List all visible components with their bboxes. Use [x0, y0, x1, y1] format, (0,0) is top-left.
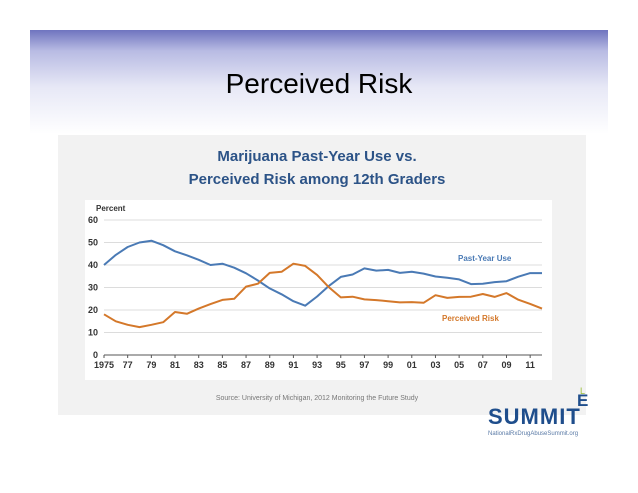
series-label-1: Perceived Risk	[442, 314, 499, 323]
series	[103, 239, 543, 329]
x-tick-label: 89	[265, 360, 275, 370]
x-tick-label: 07	[478, 360, 488, 370]
logo-letter-e: E	[577, 391, 589, 410]
x-tick-label: 11	[525, 360, 535, 370]
x-tick-label: 87	[241, 360, 251, 370]
x-tick-label: 81	[170, 360, 180, 370]
x-tick-label: 79	[146, 360, 156, 370]
slide-title: Perceived Risk	[225, 68, 413, 99]
source-note: Source: University of Michigan, 2012 Mon…	[216, 395, 419, 402]
y-tick-label: 10	[88, 328, 98, 338]
y-tick-label: 30	[88, 283, 98, 293]
chart-figure: Marijuana Past-Year Use vs. Perceived Ri…	[58, 135, 586, 415]
series-label-0: Past-Year Use	[458, 254, 512, 263]
series-line-1	[103, 262, 543, 329]
x-tick-label: 1975	[94, 360, 114, 370]
x-tick-label: 09	[501, 360, 511, 370]
plot-panel	[85, 200, 552, 380]
x-tick-label: 05	[454, 360, 464, 370]
x-tick-label: 97	[359, 360, 369, 370]
x-tick-label: 03	[430, 360, 440, 370]
logo-summit-text: SUMMIT	[488, 404, 581, 429]
y-tick-label: 60	[88, 215, 98, 225]
series-line-0	[103, 239, 542, 307]
y-tick-label: 40	[88, 260, 98, 270]
logo-url: NationalRxDrugAbuseSummit.org	[488, 431, 579, 437]
x-tick-label: 01	[407, 360, 417, 370]
x-tick-label: 83	[194, 360, 204, 370]
x-tick-label: 91	[288, 360, 298, 370]
x-tick-label: 95	[336, 360, 346, 370]
series-labels: Past-Year Use Perceived Risk	[442, 254, 512, 323]
summit-logo: L E SUMMIT NationalRxDrugAbuseSummit.org	[476, 384, 588, 444]
x-tick-label: 77	[123, 360, 133, 370]
chart-title: Marijuana Past-Year Use vs.	[217, 148, 416, 165]
y-tick-label: 20	[88, 305, 98, 315]
title-band	[30, 30, 608, 134]
x-tick-label: 85	[217, 360, 227, 370]
logo-letter-l: L	[580, 386, 586, 396]
x-tick-label: 93	[312, 360, 322, 370]
chart-subtitle: Perceived Risk among 12th Graders	[189, 171, 446, 188]
x-tick-label: 99	[383, 360, 393, 370]
y-tick-label: 0	[93, 350, 98, 360]
grid	[104, 219, 542, 333]
chart-svg: Marijuana Past-Year Use vs. Perceived Ri…	[85, 148, 552, 402]
y-axis-label: Percent	[96, 204, 126, 213]
y-tick-label: 50	[88, 238, 98, 248]
